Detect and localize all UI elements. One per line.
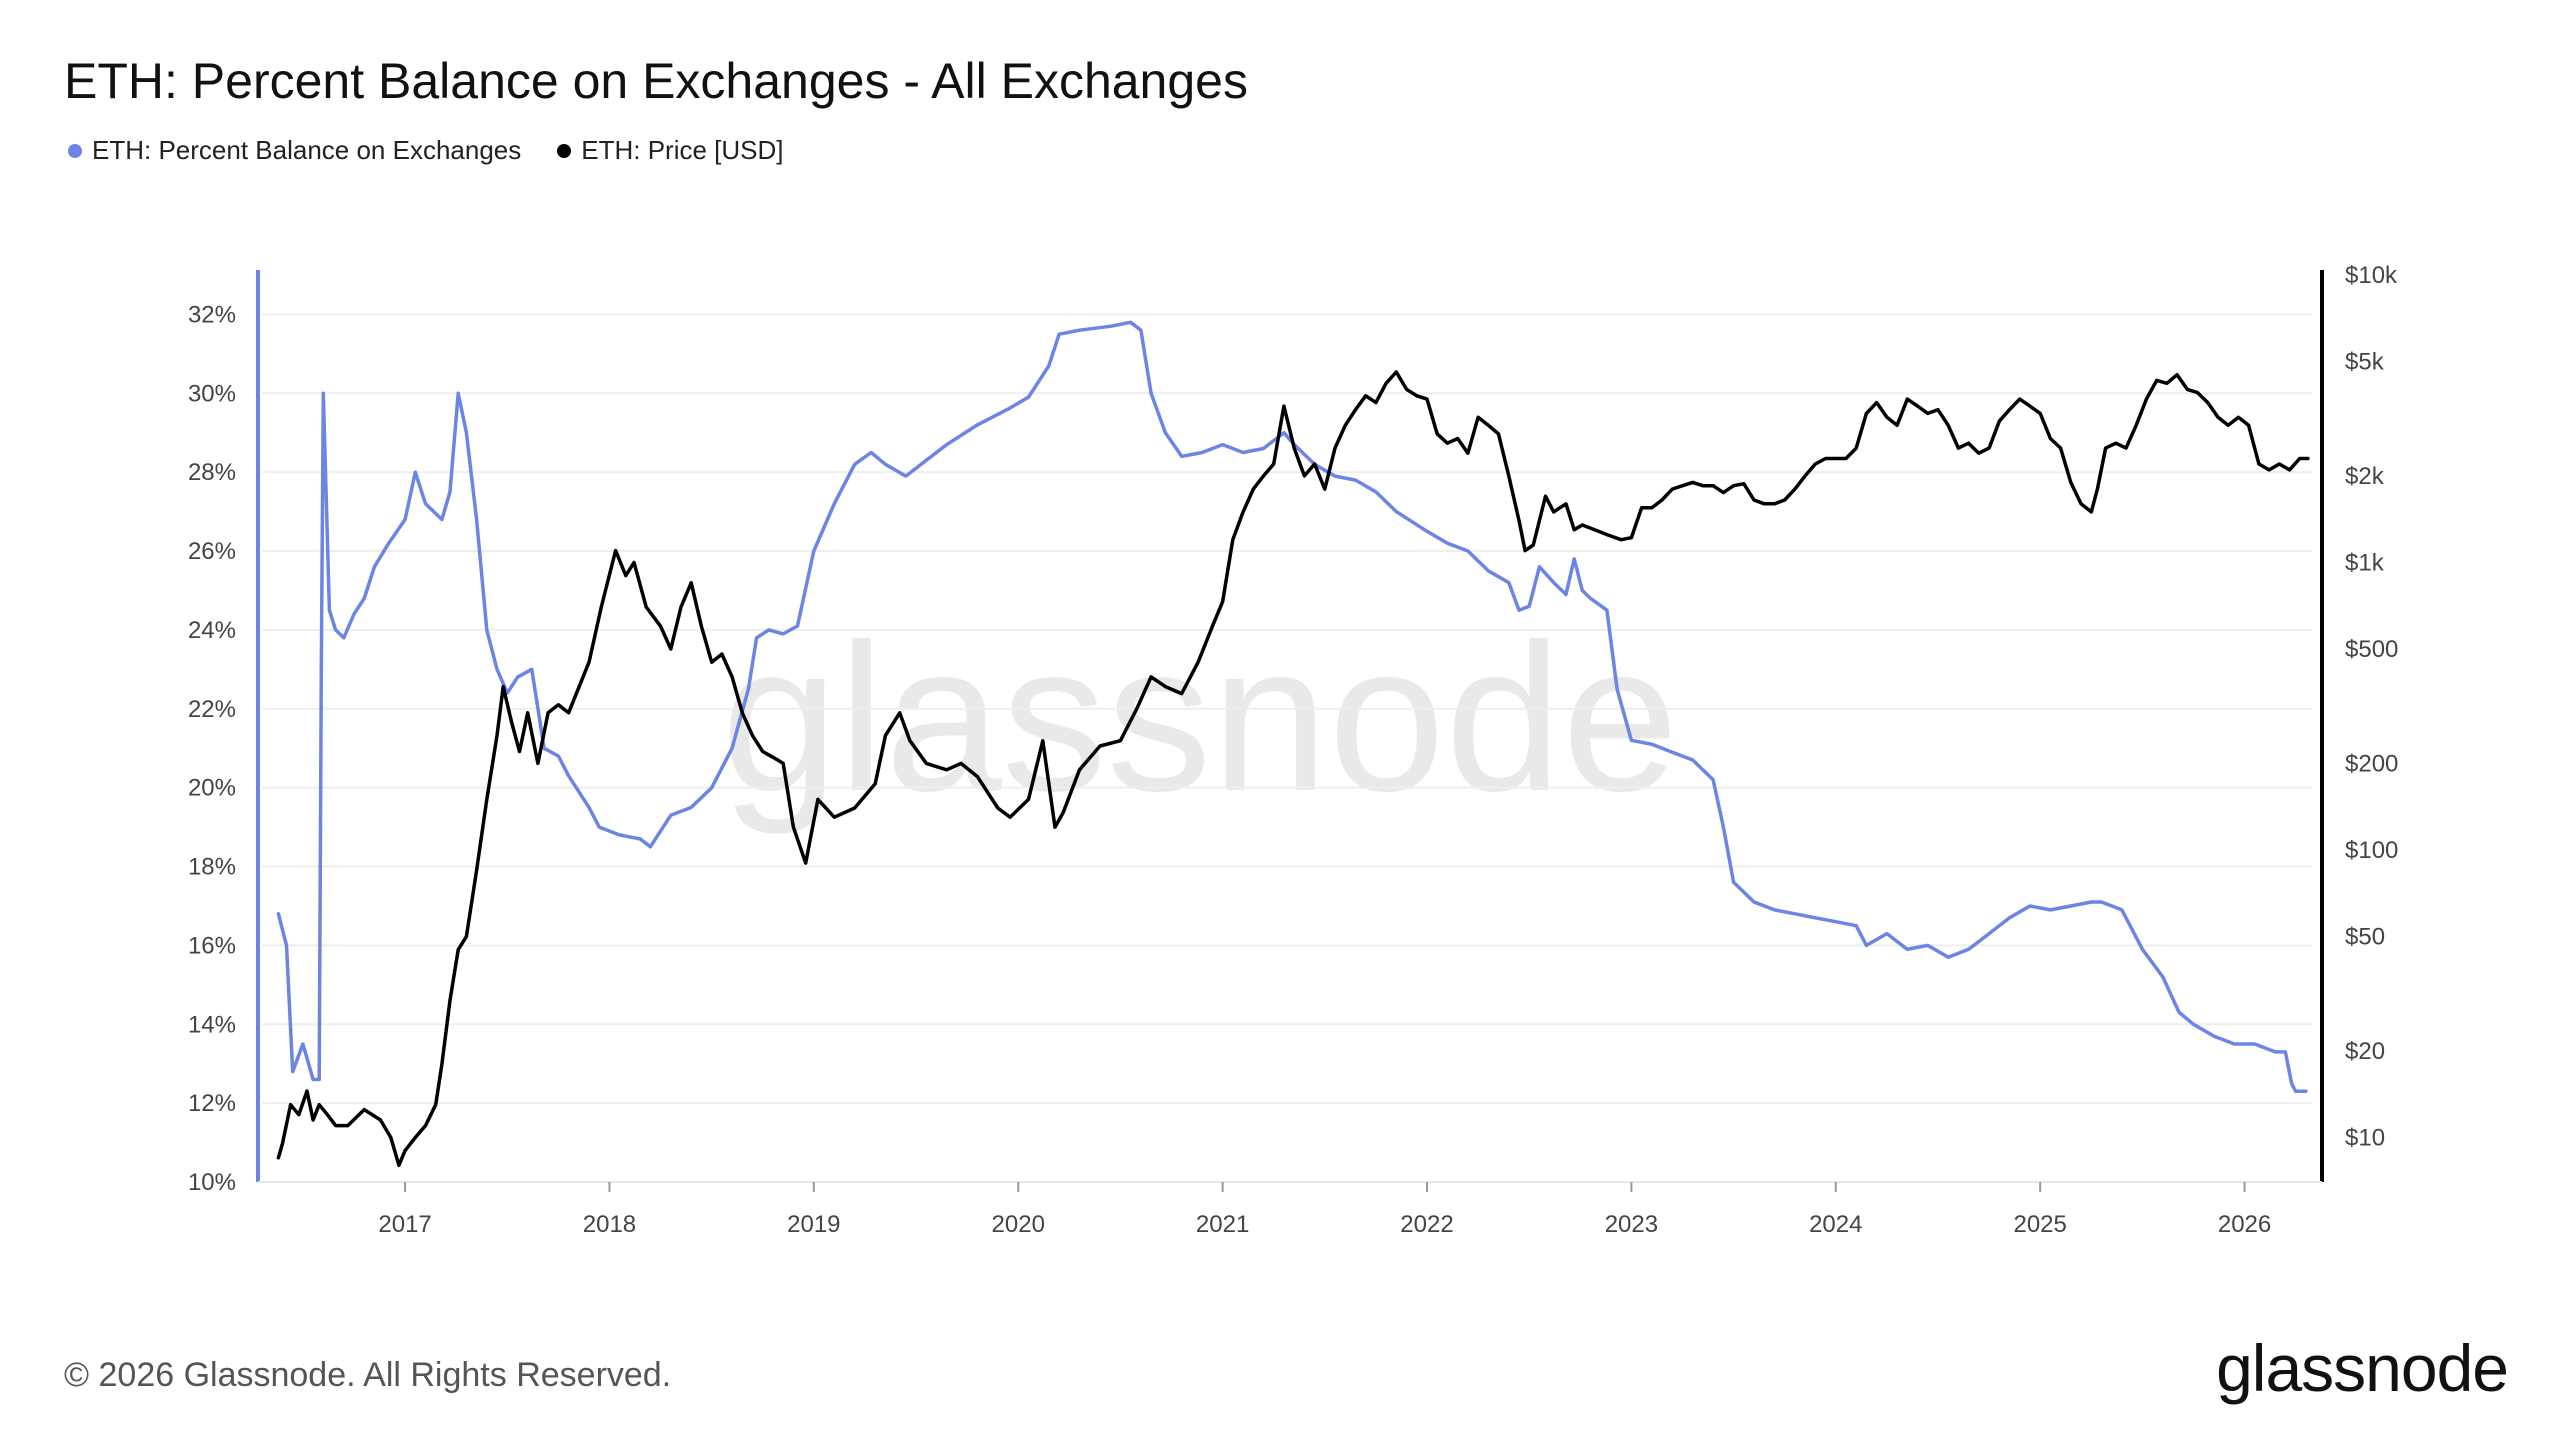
y-left-tick-label: 24%	[188, 617, 236, 644]
x-tick-label: 2017	[378, 1211, 431, 1238]
y-left-tick-label: 26%	[188, 538, 236, 565]
x-tick-label: 2020	[992, 1211, 1045, 1238]
x-tick-label: 2019	[787, 1211, 840, 1238]
y-right-tick-label: $10	[2345, 1124, 2385, 1151]
legend-label-price: ETH: Price [USD]	[581, 135, 784, 165]
y-right-tick-label: $2k	[2345, 463, 2385, 490]
legend-dot-balance	[68, 143, 82, 158]
x-tick-label: 2022	[1400, 1211, 1453, 1238]
x-tick-label: 2024	[1809, 1211, 1862, 1238]
y-left-tick-label: 14%	[188, 1011, 236, 1038]
legend: ETH: Percent Balance on Exchanges ETH: P…	[68, 135, 784, 166]
copyright-footer: © 2026 Glassnode. All Rights Reserved.	[64, 1356, 672, 1394]
legend-dot-price	[557, 143, 572, 158]
x-axis: 2017 2018 2019 2020 2021 2022 2023 2024 2025 2026	[258, 1181, 2322, 1238]
y-left-tick-label: 18%	[188, 854, 236, 881]
y-left-tick-label: 12%	[188, 1090, 236, 1117]
x-tick-label: 2026	[2218, 1211, 2271, 1238]
x-tick-label: 2025	[2013, 1211, 2066, 1238]
y-right-tick-label: $50	[2345, 924, 2385, 951]
y-right-tick-label: $500	[2345, 636, 2398, 663]
x-tick-label: 2023	[1605, 1211, 1658, 1238]
x-tick-label: 2021	[1196, 1211, 1249, 1238]
y-left-tick-label: 20%	[188, 775, 236, 802]
glassnode-logo: glassnode	[2216, 1331, 2509, 1405]
y-right-tick-label: $20	[2345, 1038, 2385, 1065]
y-right-tick-label: $10k	[2345, 262, 2398, 289]
y-left-tick-label: 10%	[188, 1169, 236, 1196]
y-right-tick-label: $100	[2345, 837, 2398, 864]
chart-title: ETH: Percent Balance on Exchanges - All …	[64, 53, 1248, 109]
watermark-text: glassnode	[721, 600, 1678, 835]
y-right-tick-label: $200	[2345, 750, 2398, 777]
series-line-balance	[276, 320, 2308, 1094]
y-right-tick-label: $5k	[2345, 349, 2385, 376]
y-left-tick-label: 22%	[188, 696, 236, 723]
legend-label-balance: ETH: Percent Balance on Exchanges	[92, 135, 522, 165]
y-left-tick-label: 30%	[188, 380, 236, 407]
series-line-price	[276, 370, 2310, 1168]
x-tick-label: 2018	[583, 1211, 636, 1238]
y-left-tick-label: 16%	[188, 932, 236, 959]
y-left-tick-label: 28%	[188, 459, 236, 486]
legend-item-balance[interactable]: ETH: Percent Balance on Exchanges	[68, 135, 521, 166]
right-axis: $10 $20 $50 $100 $200 $500 $1k $2k $5k $10k	[2320, 262, 2398, 1182]
left-axis: 10% 12% 14% 16% 18% 20% 22% 24% 26% 28% 30% 32%	[188, 270, 260, 1196]
legend-item-price[interactable]: ETH: Price [USD]	[557, 135, 784, 166]
y-left-tick-label: 32%	[188, 301, 236, 328]
series-lines	[276, 320, 2310, 1168]
y-right-tick-label: $1k	[2345, 549, 2385, 576]
